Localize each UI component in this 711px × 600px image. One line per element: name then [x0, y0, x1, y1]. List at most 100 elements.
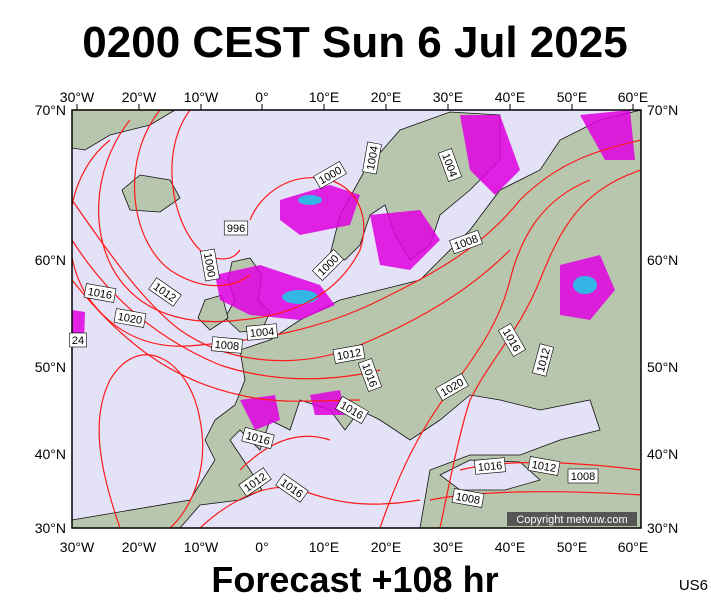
isobar-label-box	[531, 343, 555, 377]
isobar-label: 1016	[241, 426, 275, 450]
isobar	[171, 110, 241, 260]
isobar-label-box	[335, 396, 369, 424]
lon-label-top: 10°W	[184, 89, 219, 105]
isobar-label-box	[474, 457, 506, 475]
greenland	[72, 110, 176, 151]
precip	[240, 395, 280, 430]
isobar-label-text: 1008	[571, 471, 595, 483]
isobar-label: 1020	[113, 308, 147, 328]
isobar-label-text: 996	[227, 223, 245, 235]
isobar-label-box	[148, 277, 182, 307]
lon-label-top: 40°E	[495, 89, 526, 105]
heavy-precip	[282, 195, 597, 304]
title: 0200 CEST Sun 6 Jul 2025	[82, 18, 627, 67]
copyright: Copyright metvuw.com	[516, 514, 627, 526]
isobar-label: 1016	[83, 283, 117, 303]
isobar	[133, 110, 251, 287]
model-code: US6	[679, 577, 708, 594]
lon-label-bottom: 10°E	[309, 539, 340, 555]
isobar-label-text: 1000	[201, 252, 217, 278]
forecast-label: Forecast +108 hr	[211, 559, 498, 600]
isobar-label: 1012	[531, 343, 555, 377]
isobar-label-text: 1008	[214, 339, 239, 353]
isobar-label: 1004	[362, 141, 382, 175]
isobar-label: 1016	[474, 457, 506, 475]
isobar-label-box	[435, 373, 469, 401]
isobar	[72, 139, 641, 347]
precip-core	[573, 276, 597, 294]
isobar-label: 1000	[200, 248, 220, 282]
lat-label-right: 50°N	[647, 359, 678, 375]
precip-core	[298, 195, 322, 205]
lat-label-left: 30°N	[35, 520, 66, 536]
lat-label-left: 60°N	[35, 252, 66, 268]
lon-label-top: 50°E	[557, 89, 588, 105]
isobar-label-box	[69, 332, 87, 348]
isobar-label: 24	[69, 332, 87, 348]
isobar-label-box	[332, 344, 366, 364]
isobar-label-box	[567, 468, 599, 484]
isobar	[98, 354, 204, 528]
map-area	[72, 110, 641, 528]
lon-label-top: 10°E	[309, 89, 340, 105]
isobar-label-text: 1004	[249, 326, 274, 340]
lon-label-bottom: 20°W	[122, 539, 157, 555]
isobar-label-text: 1004	[365, 145, 381, 171]
isobar-label-text: 1016	[87, 286, 113, 302]
isobar-label-text: 24	[72, 335, 84, 347]
isobar-label-box	[357, 358, 383, 392]
isobar-label: 1004	[246, 323, 278, 341]
precipitation	[72, 110, 635, 430]
precip	[460, 115, 520, 195]
isobar-label: 1008	[211, 336, 243, 354]
isobar-label-box	[362, 141, 382, 175]
isobar-label-box	[83, 283, 117, 303]
isobar	[72, 199, 511, 362]
isobar-label: 1012	[332, 344, 366, 364]
isobar-label-box	[241, 426, 275, 450]
isobar-label: 996	[223, 220, 249, 236]
lon-label-bottom: 30°W	[60, 539, 95, 555]
lon-label-bottom: 10°W	[184, 539, 219, 555]
isobar-label-box	[437, 148, 463, 182]
lon-label-top: 20°W	[122, 89, 157, 105]
isobar-label: 1008	[451, 488, 485, 508]
copyright-box	[507, 512, 637, 526]
isobar-label-box	[200, 248, 220, 282]
lon-label-bottom: 50°E	[557, 539, 588, 555]
isobar-label: 1012	[527, 456, 561, 476]
isobar-label-box	[449, 229, 483, 255]
isobar-label-box	[223, 220, 249, 236]
map-frame	[71, 109, 642, 529]
isobar-label-box	[113, 308, 147, 328]
isobar	[429, 491, 641, 501]
isobar	[72, 279, 361, 402]
isobar-label-box	[211, 336, 243, 354]
lon-label-bottom: 0°	[255, 539, 268, 555]
scandinavia	[329, 111, 501, 261]
lon-label-bottom: 20°E	[371, 539, 402, 555]
isobar-label-text: 1016	[477, 460, 502, 474]
lat-label-left: 40°N	[35, 446, 66, 462]
lat-label-right: 70°N	[647, 102, 678, 118]
lon-label-bottom: 60°E	[618, 539, 649, 555]
lat-label-right: 60°N	[647, 252, 678, 268]
precip	[370, 210, 440, 270]
precip	[580, 110, 635, 160]
graticule-labels: 30°W 30°W 20°W 20°W 10°W 10°W 0° 0° 10°E 10°E 20°E…	[35, 89, 679, 555]
lon-label-top: 0°	[255, 89, 268, 105]
isobar-label: 1008	[567, 468, 599, 484]
isobar-label-text: 1012	[531, 459, 557, 475]
isobar-label-text: 1020	[117, 311, 143, 327]
iceland	[121, 174, 181, 213]
lat-label-left: 50°N	[35, 359, 66, 375]
isobar-label-box	[313, 161, 347, 189]
lat-label-right: 30°N	[647, 520, 678, 536]
isobar-label-box	[498, 323, 526, 357]
lon-label-top: 20°E	[371, 89, 402, 105]
isobar-label-box	[527, 456, 561, 476]
isobar-label-box	[238, 467, 272, 497]
lat-label-right: 40°N	[647, 446, 678, 462]
